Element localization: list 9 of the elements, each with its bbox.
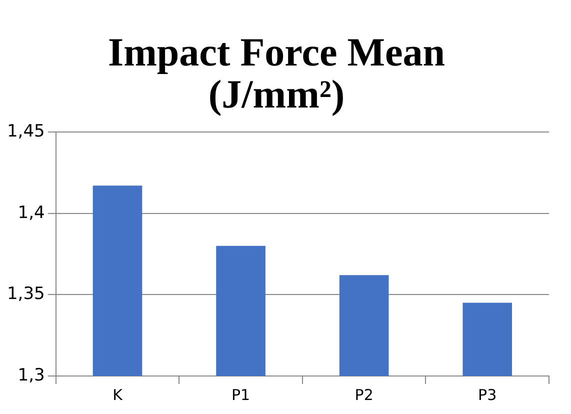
chart-title: Impact Force Mean (J/mm²)	[108, 29, 445, 116]
y-tick-label: 1,4	[18, 202, 45, 223]
x-tick-label: P2	[354, 386, 374, 404]
x-tick-label: P3	[478, 386, 497, 404]
y-tick-label: 1,45	[6, 121, 45, 142]
y-tick-label: 1,3	[18, 365, 45, 386]
x-tick-label: P1	[231, 386, 250, 404]
x-tick-label: K	[112, 386, 124, 404]
y-tick-label: 1,35	[6, 284, 45, 304]
